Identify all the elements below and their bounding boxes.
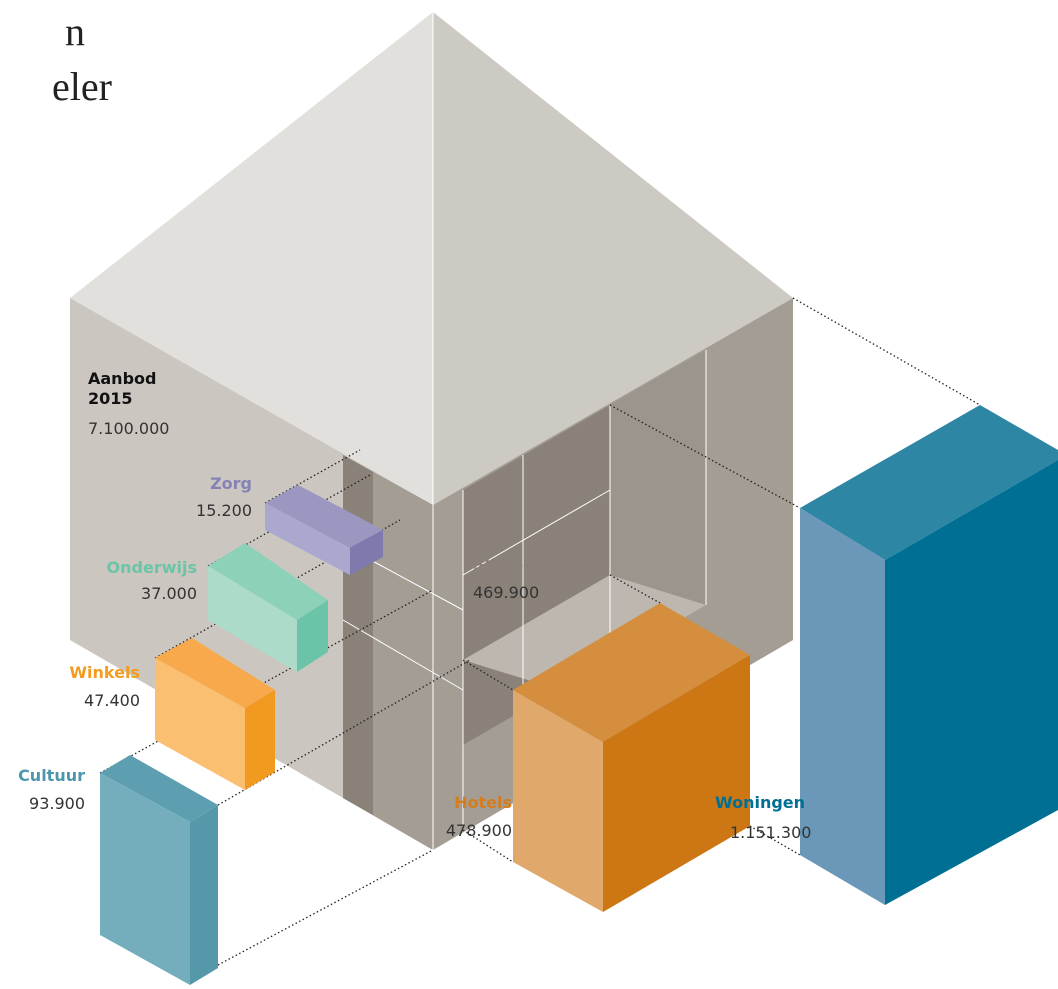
box-woningen xyxy=(800,405,1058,905)
title-line: n xyxy=(65,9,85,54)
value: 469.900 xyxy=(473,583,539,602)
label: Cultuur xyxy=(18,766,85,785)
value: 37.000 xyxy=(141,584,197,603)
value: 478.900 xyxy=(446,821,512,840)
value: 15.200 xyxy=(196,501,252,520)
value: 47.400 xyxy=(84,691,140,710)
value: 7.100.000 xyxy=(88,419,169,438)
value: 1.151.300 xyxy=(730,823,811,842)
box-winkels xyxy=(155,638,275,790)
label: Woningen xyxy=(715,793,805,812)
box-zorg xyxy=(265,485,383,575)
box-hotels xyxy=(513,603,750,912)
label: Zorg xyxy=(210,474,252,493)
title-line: eler xyxy=(52,64,112,109)
label: Sloop xyxy=(473,555,523,574)
value: 93.900 xyxy=(29,794,85,813)
label: Hotels xyxy=(454,793,512,812)
label: Onderwijs xyxy=(107,558,197,577)
label: 2015 xyxy=(88,389,133,408)
box-cultuur xyxy=(100,755,218,985)
label: Winkels xyxy=(69,663,140,682)
label: Aanbod xyxy=(88,369,156,388)
box-onderwijs xyxy=(208,543,328,672)
